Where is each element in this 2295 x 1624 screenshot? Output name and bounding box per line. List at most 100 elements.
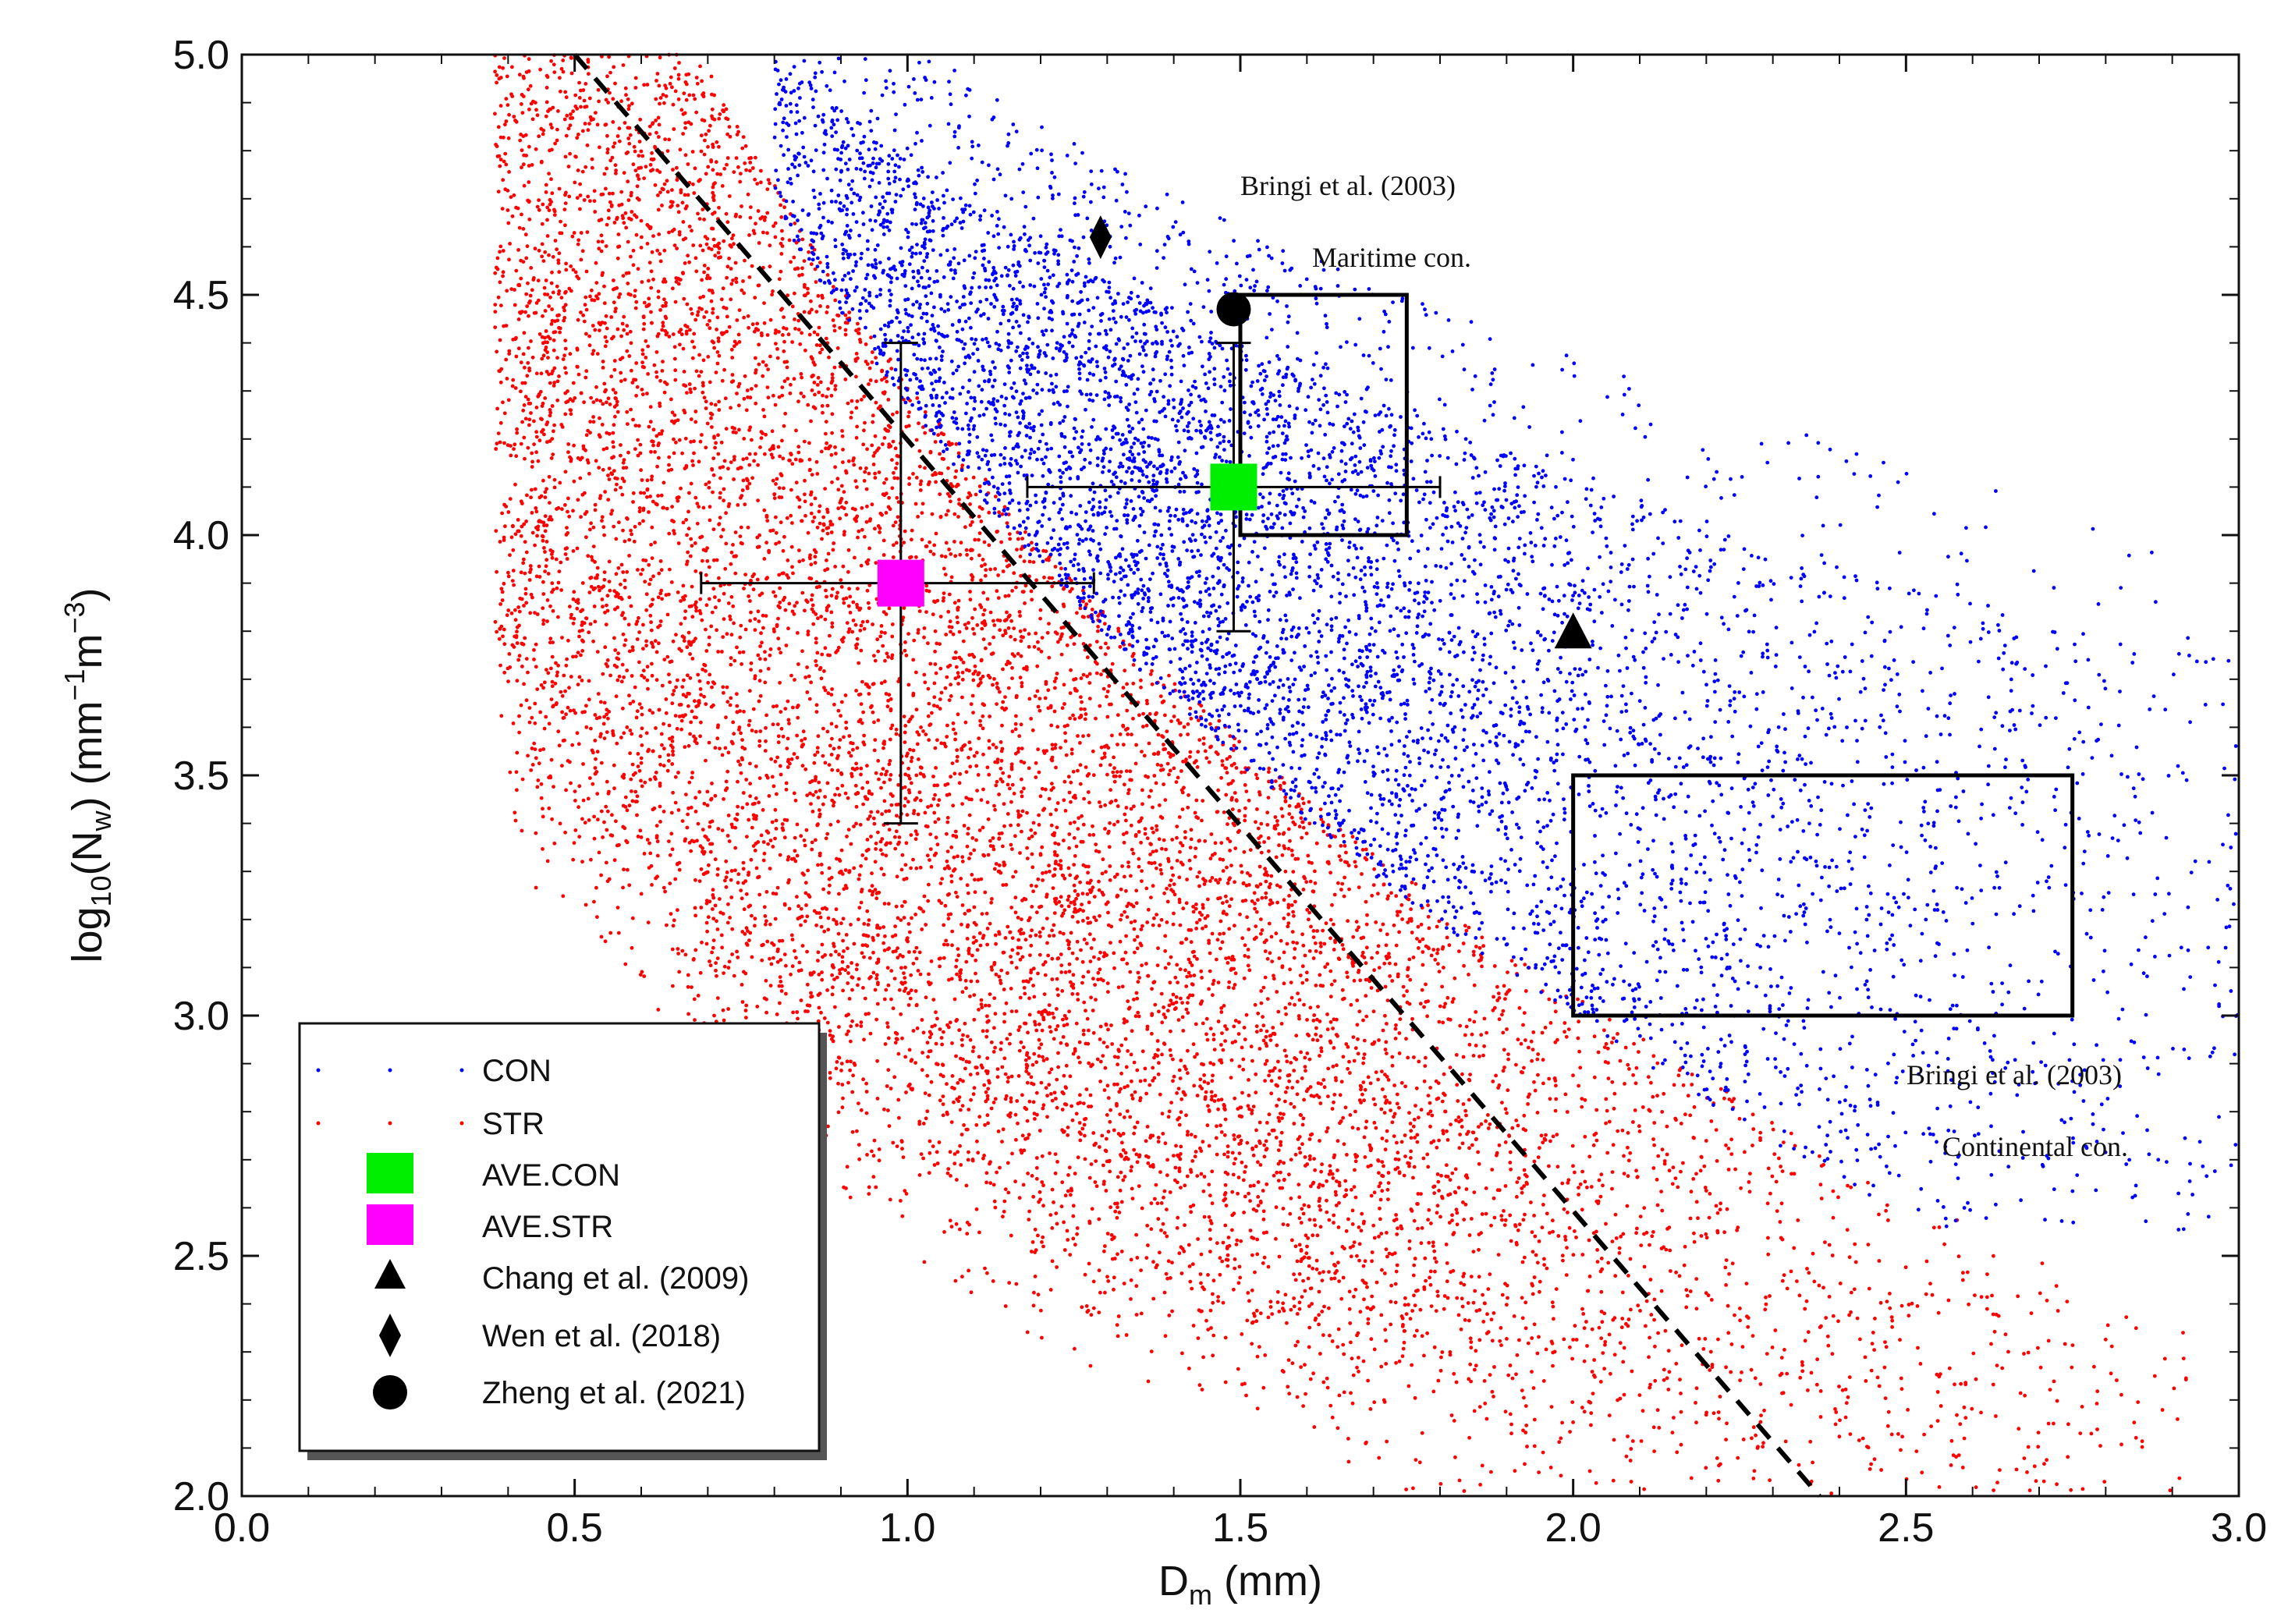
str-point: [679, 718, 684, 723]
str-point: [662, 101, 666, 105]
str-point: [501, 66, 505, 70]
str-point: [1149, 861, 1154, 866]
str-point: [552, 384, 556, 388]
str-point: [1205, 1037, 1210, 1042]
str-point: [1704, 1189, 1708, 1193]
str-point: [927, 972, 931, 977]
str-point: [1073, 888, 1077, 893]
str-point: [1364, 922, 1369, 927]
str-point: [1308, 1377, 1313, 1381]
str-point: [636, 174, 640, 178]
str-point: [1144, 698, 1149, 703]
str-point: [808, 791, 812, 796]
str-point: [709, 402, 714, 406]
str-point: [746, 192, 750, 197]
str-point: [612, 367, 617, 372]
str-point: [1480, 1463, 1484, 1468]
str-point: [697, 374, 701, 378]
str-point: [991, 619, 995, 623]
str-point: [1220, 940, 1225, 945]
str-point: [693, 810, 698, 814]
str-point: [1403, 1133, 1407, 1137]
str-point: [1399, 1314, 1404, 1318]
str-point: [711, 917, 716, 921]
str-point: [733, 530, 738, 534]
str-point: [1355, 998, 1360, 1002]
str-point: [830, 480, 834, 484]
str-point: [608, 402, 612, 406]
str-point: [727, 959, 732, 964]
str-point: [870, 871, 874, 875]
str-point: [662, 764, 666, 768]
str-point: [1422, 1005, 1426, 1009]
str-point: [599, 809, 604, 814]
str-point: [1101, 1163, 1105, 1168]
str-point: [1481, 1292, 1484, 1297]
str-point: [888, 841, 892, 846]
str-point: [880, 852, 885, 856]
str-point: [615, 477, 619, 480]
str-point: [1166, 962, 1171, 966]
str-point: [1515, 1180, 1520, 1184]
str-point: [1036, 971, 1040, 976]
str-point: [849, 842, 853, 846]
str-point: [679, 188, 683, 193]
str-point: [1521, 1428, 1525, 1433]
str-point: [736, 165, 740, 169]
str-point: [1516, 1037, 1520, 1042]
str-point: [738, 635, 743, 640]
str-point: [1226, 1144, 1230, 1148]
str-point: [985, 1056, 990, 1060]
str-point: [1124, 818, 1128, 823]
str-point: [1084, 1009, 1087, 1013]
str-point: [1385, 932, 1389, 937]
str-point: [673, 378, 678, 382]
str-point: [1471, 1054, 1476, 1058]
str-point: [599, 761, 604, 765]
str-point: [1604, 1121, 1609, 1126]
str-point: [649, 542, 653, 547]
str-point: [1078, 1060, 1082, 1065]
str-point: [1708, 1192, 1712, 1196]
str-point: [1602, 1045, 1607, 1049]
str-point: [669, 204, 674, 208]
str-point: [1048, 1288, 1053, 1292]
str-point: [1246, 1104, 1250, 1108]
str-point: [773, 402, 778, 407]
str-point: [1087, 599, 1092, 603]
str-point: [829, 610, 834, 615]
str-point: [744, 892, 749, 896]
str-point: [527, 314, 530, 318]
str-point: [1899, 1376, 1903, 1381]
str-point: [1610, 1041, 1614, 1044]
str-point: [1335, 1426, 1340, 1431]
str-point: [1979, 1295, 1984, 1300]
str-point: [823, 761, 828, 765]
str-point: [529, 495, 533, 500]
str-point: [654, 97, 658, 101]
str-point: [822, 929, 827, 934]
str-point: [506, 570, 510, 575]
str-point: [1610, 1080, 1615, 1084]
str-point: [1522, 1066, 1526, 1070]
str-point: [1147, 795, 1151, 799]
str-point: [956, 1150, 960, 1154]
str-point: [1118, 644, 1123, 649]
str-point: [1070, 914, 1075, 919]
str-point: [1256, 1160, 1260, 1165]
str-point: [1321, 1270, 1325, 1274]
str-point: [864, 519, 869, 524]
str-point: [796, 399, 800, 404]
str-point: [1280, 1369, 1285, 1373]
str-point: [1264, 1139, 1268, 1144]
str-point: [1186, 1129, 1190, 1134]
str-point: [1437, 1138, 1441, 1143]
str-point: [1202, 882, 1207, 886]
str-point: [941, 1113, 945, 1118]
str-point: [1319, 817, 1324, 821]
str-point: [857, 1143, 861, 1147]
str-point: [722, 487, 726, 491]
str-point: [1205, 913, 1210, 918]
str-point: [540, 254, 544, 259]
str-point: [1314, 1258, 1319, 1263]
